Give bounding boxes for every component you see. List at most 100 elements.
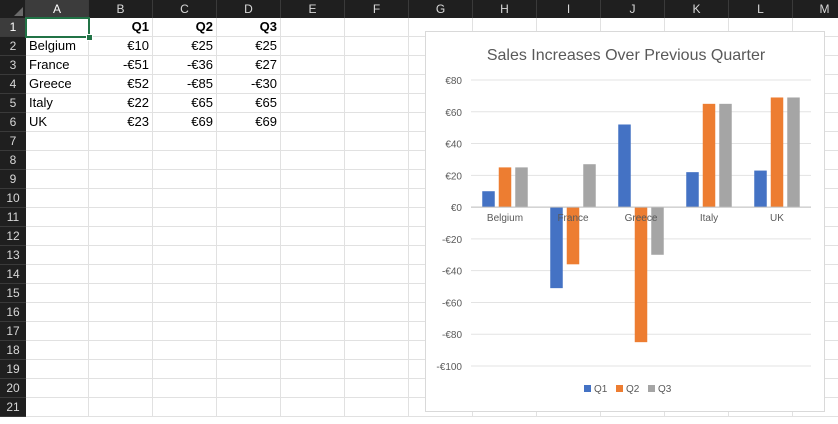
cell-b3[interactable]: -€51	[89, 56, 153, 75]
cell-a17[interactable]	[26, 322, 89, 341]
cell-e1[interactable]	[281, 18, 345, 37]
column-header-j[interactable]: J	[601, 0, 665, 18]
row-header-17[interactable]: 17	[0, 322, 26, 341]
cell-a15[interactable]	[26, 284, 89, 303]
column-header-m[interactable]: M	[793, 0, 838, 18]
row-header-12[interactable]: 12	[0, 227, 26, 246]
cell-d15[interactable]	[217, 284, 281, 303]
cell-f21[interactable]	[345, 398, 409, 417]
cell-f3[interactable]	[345, 56, 409, 75]
cell-a11[interactable]	[26, 208, 89, 227]
cell-a4[interactable]: Greece	[26, 75, 89, 94]
cell-c20[interactable]	[153, 379, 217, 398]
column-header-b[interactable]: B	[89, 0, 153, 18]
cell-b6[interactable]: €23	[89, 113, 153, 132]
cell-e21[interactable]	[281, 398, 345, 417]
cell-a7[interactable]	[26, 132, 89, 151]
cell-c10[interactable]	[153, 189, 217, 208]
cell-c11[interactable]	[153, 208, 217, 227]
cell-d16[interactable]	[217, 303, 281, 322]
cell-f20[interactable]	[345, 379, 409, 398]
cell-d6[interactable]: €69	[217, 113, 281, 132]
column-header-e[interactable]: E	[281, 0, 345, 18]
column-header-h[interactable]: H	[473, 0, 537, 18]
cell-e15[interactable]	[281, 284, 345, 303]
cell-d20[interactable]	[217, 379, 281, 398]
cell-a14[interactable]	[26, 265, 89, 284]
cell-e3[interactable]	[281, 56, 345, 75]
bar-q3-greece[interactable]	[651, 207, 664, 255]
cell-b11[interactable]	[89, 208, 153, 227]
cell-f10[interactable]	[345, 189, 409, 208]
cell-e4[interactable]	[281, 75, 345, 94]
bar-q1-uk[interactable]	[754, 170, 767, 208]
cell-e14[interactable]	[281, 265, 345, 284]
cell-e19[interactable]	[281, 360, 345, 379]
bar-q2-belgium[interactable]	[498, 167, 512, 208]
bar-q2-italy[interactable]	[702, 103, 716, 208]
cell-a18[interactable]	[26, 341, 89, 360]
cell-d13[interactable]	[217, 246, 281, 265]
cell-d17[interactable]	[217, 322, 281, 341]
chart[interactable]: Sales Increases Over Previous Quarter €80…	[425, 31, 825, 412]
row-header-10[interactable]: 10	[0, 189, 26, 208]
column-header-l[interactable]: L	[729, 0, 793, 18]
cell-e16[interactable]	[281, 303, 345, 322]
cell-b4[interactable]: €52	[89, 75, 153, 94]
cell-b18[interactable]	[89, 341, 153, 360]
column-header-d[interactable]: D	[217, 0, 281, 18]
row-header-7[interactable]: 7	[0, 132, 26, 151]
column-header-c[interactable]: C	[153, 0, 217, 18]
cell-d7[interactable]	[217, 132, 281, 151]
row-header-14[interactable]: 14	[0, 265, 26, 284]
cell-c7[interactable]	[153, 132, 217, 151]
cell-b7[interactable]	[89, 132, 153, 151]
row-header-9[interactable]: 9	[0, 170, 26, 189]
cell-d11[interactable]	[217, 208, 281, 227]
cell-f5[interactable]	[345, 94, 409, 113]
cell-a9[interactable]	[26, 170, 89, 189]
row-header-6[interactable]: 6	[0, 113, 26, 132]
cell-a13[interactable]	[26, 246, 89, 265]
bar-q1-france[interactable]	[550, 207, 563, 289]
cell-f17[interactable]	[345, 322, 409, 341]
cell-b5[interactable]: €22	[89, 94, 153, 113]
cell-a19[interactable]	[26, 360, 89, 379]
cell-b21[interactable]	[89, 398, 153, 417]
cell-f15[interactable]	[345, 284, 409, 303]
cell-a8[interactable]	[26, 151, 89, 170]
cell-a20[interactable]	[26, 379, 89, 398]
cell-f8[interactable]	[345, 151, 409, 170]
column-header-a[interactable]: A	[26, 0, 89, 18]
cell-a2[interactable]: Belgium	[26, 37, 89, 56]
cell-c4[interactable]: -€85	[153, 75, 217, 94]
cell-b14[interactable]	[89, 265, 153, 284]
cell-e7[interactable]	[281, 132, 345, 151]
cell-b2[interactable]: €10	[89, 37, 153, 56]
bar-q1-greece[interactable]	[618, 124, 631, 208]
cell-a12[interactable]	[26, 227, 89, 246]
row-header-21[interactable]: 21	[0, 398, 26, 417]
cell-f13[interactable]	[345, 246, 409, 265]
cell-b13[interactable]	[89, 246, 153, 265]
cell-a21[interactable]	[26, 398, 89, 417]
cell-f2[interactable]	[345, 37, 409, 56]
cell-b9[interactable]	[89, 170, 153, 189]
cell-d18[interactable]	[217, 341, 281, 360]
cell-c3[interactable]: -€36	[153, 56, 217, 75]
row-header-15[interactable]: 15	[0, 284, 26, 303]
row-header-18[interactable]: 18	[0, 341, 26, 360]
cell-f18[interactable]	[345, 341, 409, 360]
cell-e17[interactable]	[281, 322, 345, 341]
row-header-13[interactable]: 13	[0, 246, 26, 265]
cell-f19[interactable]	[345, 360, 409, 379]
row-header-5[interactable]: 5	[0, 94, 26, 113]
cell-d14[interactable]	[217, 265, 281, 284]
cell-f9[interactable]	[345, 170, 409, 189]
cell-c19[interactable]	[153, 360, 217, 379]
cell-e20[interactable]	[281, 379, 345, 398]
cell-b1[interactable]: Q1	[89, 18, 153, 37]
cell-c6[interactable]: €69	[153, 113, 217, 132]
cell-a16[interactable]	[26, 303, 89, 322]
bar-q1-italy[interactable]	[686, 172, 699, 208]
